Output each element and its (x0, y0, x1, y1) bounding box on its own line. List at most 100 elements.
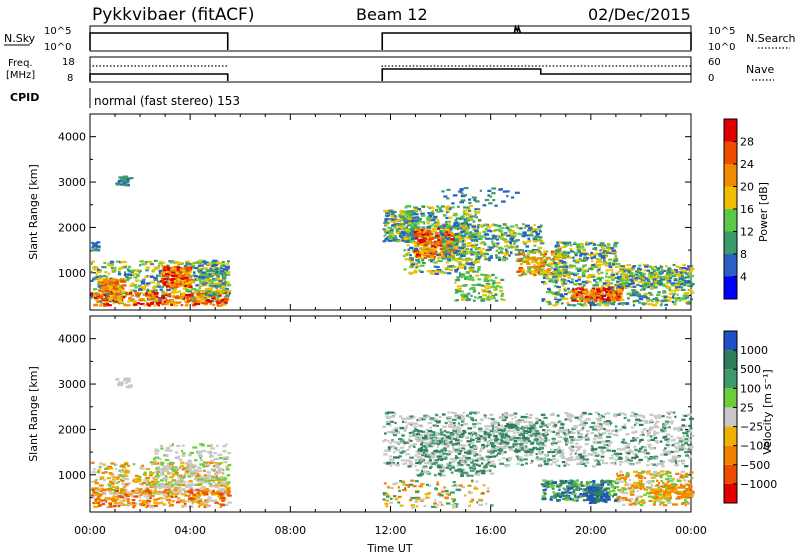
scatter-cell (214, 477, 220, 480)
scatter-cell (183, 475, 186, 478)
scatter-cell (483, 243, 487, 246)
scatter-cell (469, 266, 475, 269)
scatter-cell (526, 262, 531, 265)
scatter-cell (619, 269, 624, 273)
scatter-cell (577, 276, 582, 279)
scatter-cell (603, 289, 606, 292)
scatter-cell (549, 302, 552, 306)
scatter-cell (164, 479, 168, 482)
scatter-cell (97, 245, 101, 248)
scatter-cell (416, 228, 421, 231)
scatter-cell (615, 262, 621, 266)
scatter-cell (483, 256, 487, 259)
scatter-cell (221, 260, 225, 264)
scatter-cell (427, 212, 431, 215)
scatter-cell (594, 243, 597, 246)
scatter-cell (433, 217, 437, 220)
scatter-cell (532, 248, 535, 252)
scatter-cell (205, 278, 211, 281)
scatter-cell (547, 301, 552, 304)
scatter-cell (224, 485, 227, 488)
scatter-cell (114, 281, 119, 285)
scatter-cell (647, 278, 650, 281)
scatter-cell (461, 284, 467, 287)
scatter-cell (146, 288, 149, 291)
scatter-cell (168, 495, 173, 498)
scatter-cell (668, 268, 673, 271)
scatter-cell (133, 289, 137, 292)
scatter-cell (387, 239, 393, 242)
scatter-cell (634, 273, 639, 276)
scatter-cell (573, 274, 578, 277)
scatter-cell (493, 235, 498, 238)
scatter-cell (409, 213, 414, 216)
scatter-cell (142, 489, 147, 493)
scatter-cell (607, 262, 610, 265)
scatter-cell (99, 303, 104, 306)
scatter-cell (496, 285, 501, 288)
scatter-cell (604, 255, 608, 258)
scatter-cell (210, 493, 216, 496)
scatter-cell (165, 298, 168, 302)
scatter-cell (176, 481, 181, 484)
scatter-cell (621, 266, 626, 269)
scatter-cell (457, 231, 461, 235)
scatter-cell (107, 298, 112, 302)
scatter-cell (123, 496, 128, 499)
scatter-cell (445, 216, 449, 220)
scatter-cell (460, 249, 465, 252)
scatter-cell (418, 254, 422, 257)
scatter-cell (602, 251, 606, 254)
scatter-cell (620, 277, 624, 280)
scatter-cell (608, 262, 612, 265)
scatter-cell (93, 243, 98, 246)
scatter-cell (623, 286, 627, 289)
scatter-cell (176, 266, 181, 269)
scatter-cell (556, 258, 559, 261)
scatter-cell (436, 210, 440, 213)
scatter-cell (190, 292, 195, 295)
scatter-cell (159, 260, 163, 263)
scatter-cell (205, 489, 210, 492)
scatter-cell (111, 482, 115, 485)
scatter-cell (596, 287, 600, 290)
scatter-cell (162, 477, 165, 480)
scatter-cell (431, 258, 435, 261)
scatter-cell (156, 266, 160, 269)
scatter-cell (161, 471, 164, 474)
scatter-cell (508, 231, 512, 234)
scatter-cell (581, 275, 586, 278)
scatter-cell (567, 303, 572, 307)
scatter-cell (97, 300, 102, 303)
scatter-cell (650, 268, 654, 271)
scatter-cell (384, 219, 388, 222)
scatter-cell (470, 263, 475, 266)
scatter-cell (120, 260, 125, 264)
scatter-cell (180, 480, 185, 484)
scatter-cell (495, 299, 499, 302)
scatter-cell (461, 243, 467, 246)
scatter-cell (216, 304, 222, 307)
scatter-cell (435, 232, 438, 235)
scatter-cell (106, 498, 110, 501)
colorbar-tick-label: 28 (740, 136, 754, 149)
scatter-cell (576, 287, 580, 290)
scatter-cell (607, 263, 612, 266)
scatter-cell (191, 265, 195, 268)
scatter-cell (102, 275, 106, 278)
scatter-cell (111, 278, 117, 281)
scatter-cell (456, 268, 460, 271)
scatter-cell (215, 462, 220, 465)
scatter-cell (101, 294, 104, 297)
scatter-cell (525, 255, 530, 258)
scatter-cell (223, 478, 227, 482)
scatter-cell (574, 291, 579, 294)
scatter-cell (462, 226, 467, 229)
scatter-cell (132, 284, 137, 287)
scatter-cell (613, 296, 619, 300)
scatter-cell (683, 297, 687, 300)
scatter-cell (91, 241, 94, 244)
scatter-cell (464, 267, 467, 270)
scatter-cell (478, 237, 482, 240)
